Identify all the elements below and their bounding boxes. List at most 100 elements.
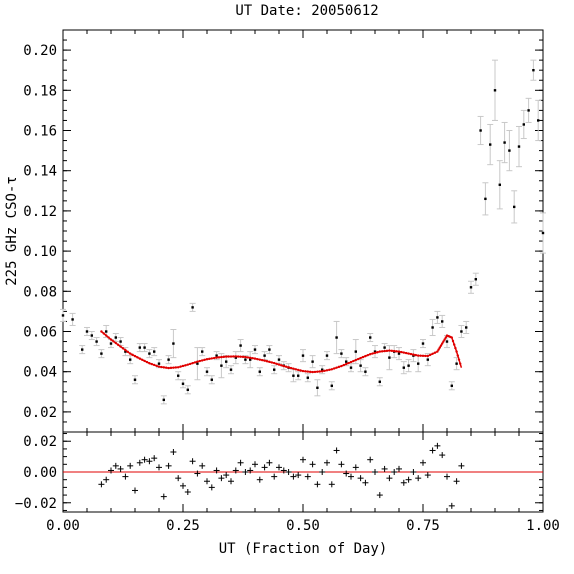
residual-point xyxy=(242,469,249,475)
data-point xyxy=(249,358,252,361)
residual-point xyxy=(405,476,412,483)
data-point xyxy=(105,330,108,333)
data-point xyxy=(513,205,516,209)
data-point xyxy=(321,368,324,371)
x-axis-label: UT (Fraction of Day) xyxy=(219,541,388,557)
fit-curve-dot xyxy=(366,353,369,357)
data-point xyxy=(148,352,151,355)
fit-curve-dot xyxy=(335,366,338,369)
fit-curve-dot xyxy=(119,345,122,348)
data-point xyxy=(215,354,218,357)
residual-point xyxy=(199,462,206,469)
residual-point xyxy=(362,479,369,486)
fit-curve-dot xyxy=(227,355,230,358)
fit-curve-dot xyxy=(162,366,165,369)
data-point xyxy=(181,382,185,385)
residual-point xyxy=(132,487,138,494)
fit-curve-dot xyxy=(191,361,194,365)
fit-curve-dot xyxy=(369,353,372,356)
fit-curve-dot xyxy=(318,370,321,373)
residual-point xyxy=(376,492,383,499)
fit-curve-dot xyxy=(444,336,447,339)
data-point xyxy=(119,340,122,343)
fit-curve-dot xyxy=(153,363,156,367)
residual-point xyxy=(453,478,460,485)
fit-curve-dot xyxy=(258,358,261,361)
fit-curve-dot xyxy=(203,358,206,362)
residual-point xyxy=(415,475,422,482)
data-point xyxy=(239,344,242,347)
data-point xyxy=(273,368,276,371)
data-point xyxy=(129,358,132,361)
data-point xyxy=(244,358,247,361)
fit-curve-dot xyxy=(299,369,302,372)
residual-point xyxy=(194,470,201,477)
fit-curve-dot xyxy=(107,336,110,339)
fit-curve-dot xyxy=(273,361,276,365)
fit-curve-dot xyxy=(249,356,252,360)
fit-curve-dot xyxy=(340,364,343,368)
fit-curve-dot xyxy=(169,366,173,370)
fit-curve-dot xyxy=(215,356,218,359)
data-point xyxy=(133,378,137,381)
residual-point xyxy=(328,481,335,488)
fit-curve-dot xyxy=(417,354,420,357)
fit-curve-dot xyxy=(304,370,307,373)
fit-curve-dot xyxy=(193,361,197,364)
residual-point xyxy=(122,473,129,480)
fit-curve-dot xyxy=(385,349,389,353)
residual-point xyxy=(314,481,321,488)
data-point xyxy=(253,348,257,351)
data-point xyxy=(479,129,482,132)
residual-point xyxy=(295,472,302,479)
fit-curve-dot xyxy=(277,363,281,366)
data-point xyxy=(258,370,261,373)
residual-point xyxy=(151,455,158,462)
fit-curve-dot xyxy=(181,364,185,368)
fit-curve-dot xyxy=(309,370,312,374)
fit-curve-dot xyxy=(172,366,175,369)
fit-curve-dot xyxy=(357,357,360,361)
y-tick-label: 0.06 xyxy=(23,325,57,341)
fit-curve-dot xyxy=(347,361,350,365)
data-point xyxy=(383,346,386,349)
data-point xyxy=(186,388,189,391)
main-plot-panel: 0.02 0.04 0.06 0.08 0.10 0.12 0.14 0.16 0.18 0.20… xyxy=(4,29,546,433)
fit-curve-dot xyxy=(429,353,432,357)
data-point xyxy=(397,352,401,355)
fit-curve-dot xyxy=(409,352,413,356)
fit-curve-dot xyxy=(150,362,153,366)
data-point xyxy=(508,149,511,152)
data-point xyxy=(330,384,333,387)
residual-point xyxy=(136,459,143,466)
data-point xyxy=(268,348,271,351)
chart-title: UT Date: 20050612 xyxy=(235,3,378,19)
residual-plot-points xyxy=(98,442,465,509)
residual-point xyxy=(117,465,124,472)
fit-curve-dot xyxy=(205,358,209,361)
residual-point xyxy=(285,469,292,475)
fit-curve-dot xyxy=(402,351,405,354)
fit-curve-dot xyxy=(232,355,235,358)
fit-curve-dot xyxy=(289,366,293,370)
fit-curve-dot xyxy=(436,350,439,353)
data-point xyxy=(532,69,535,72)
residual-point xyxy=(333,447,340,454)
residual-point xyxy=(165,462,172,469)
data-point xyxy=(421,342,425,345)
fit-curve-dot xyxy=(100,330,103,333)
data-point xyxy=(234,356,237,359)
data-point xyxy=(167,358,170,361)
data-point xyxy=(90,334,93,337)
data-point xyxy=(292,374,295,377)
fit-curve-dot xyxy=(167,366,170,370)
fit-curve-dot xyxy=(102,332,106,335)
fit-curve-dot xyxy=(109,338,113,341)
fit-curve-dot xyxy=(217,356,221,359)
fit-curve-dot xyxy=(450,336,453,339)
residual-point xyxy=(218,475,225,482)
fit-curve-dot xyxy=(141,358,144,361)
fit-curve-dot xyxy=(297,368,300,372)
fit-curve-dot xyxy=(114,341,118,345)
